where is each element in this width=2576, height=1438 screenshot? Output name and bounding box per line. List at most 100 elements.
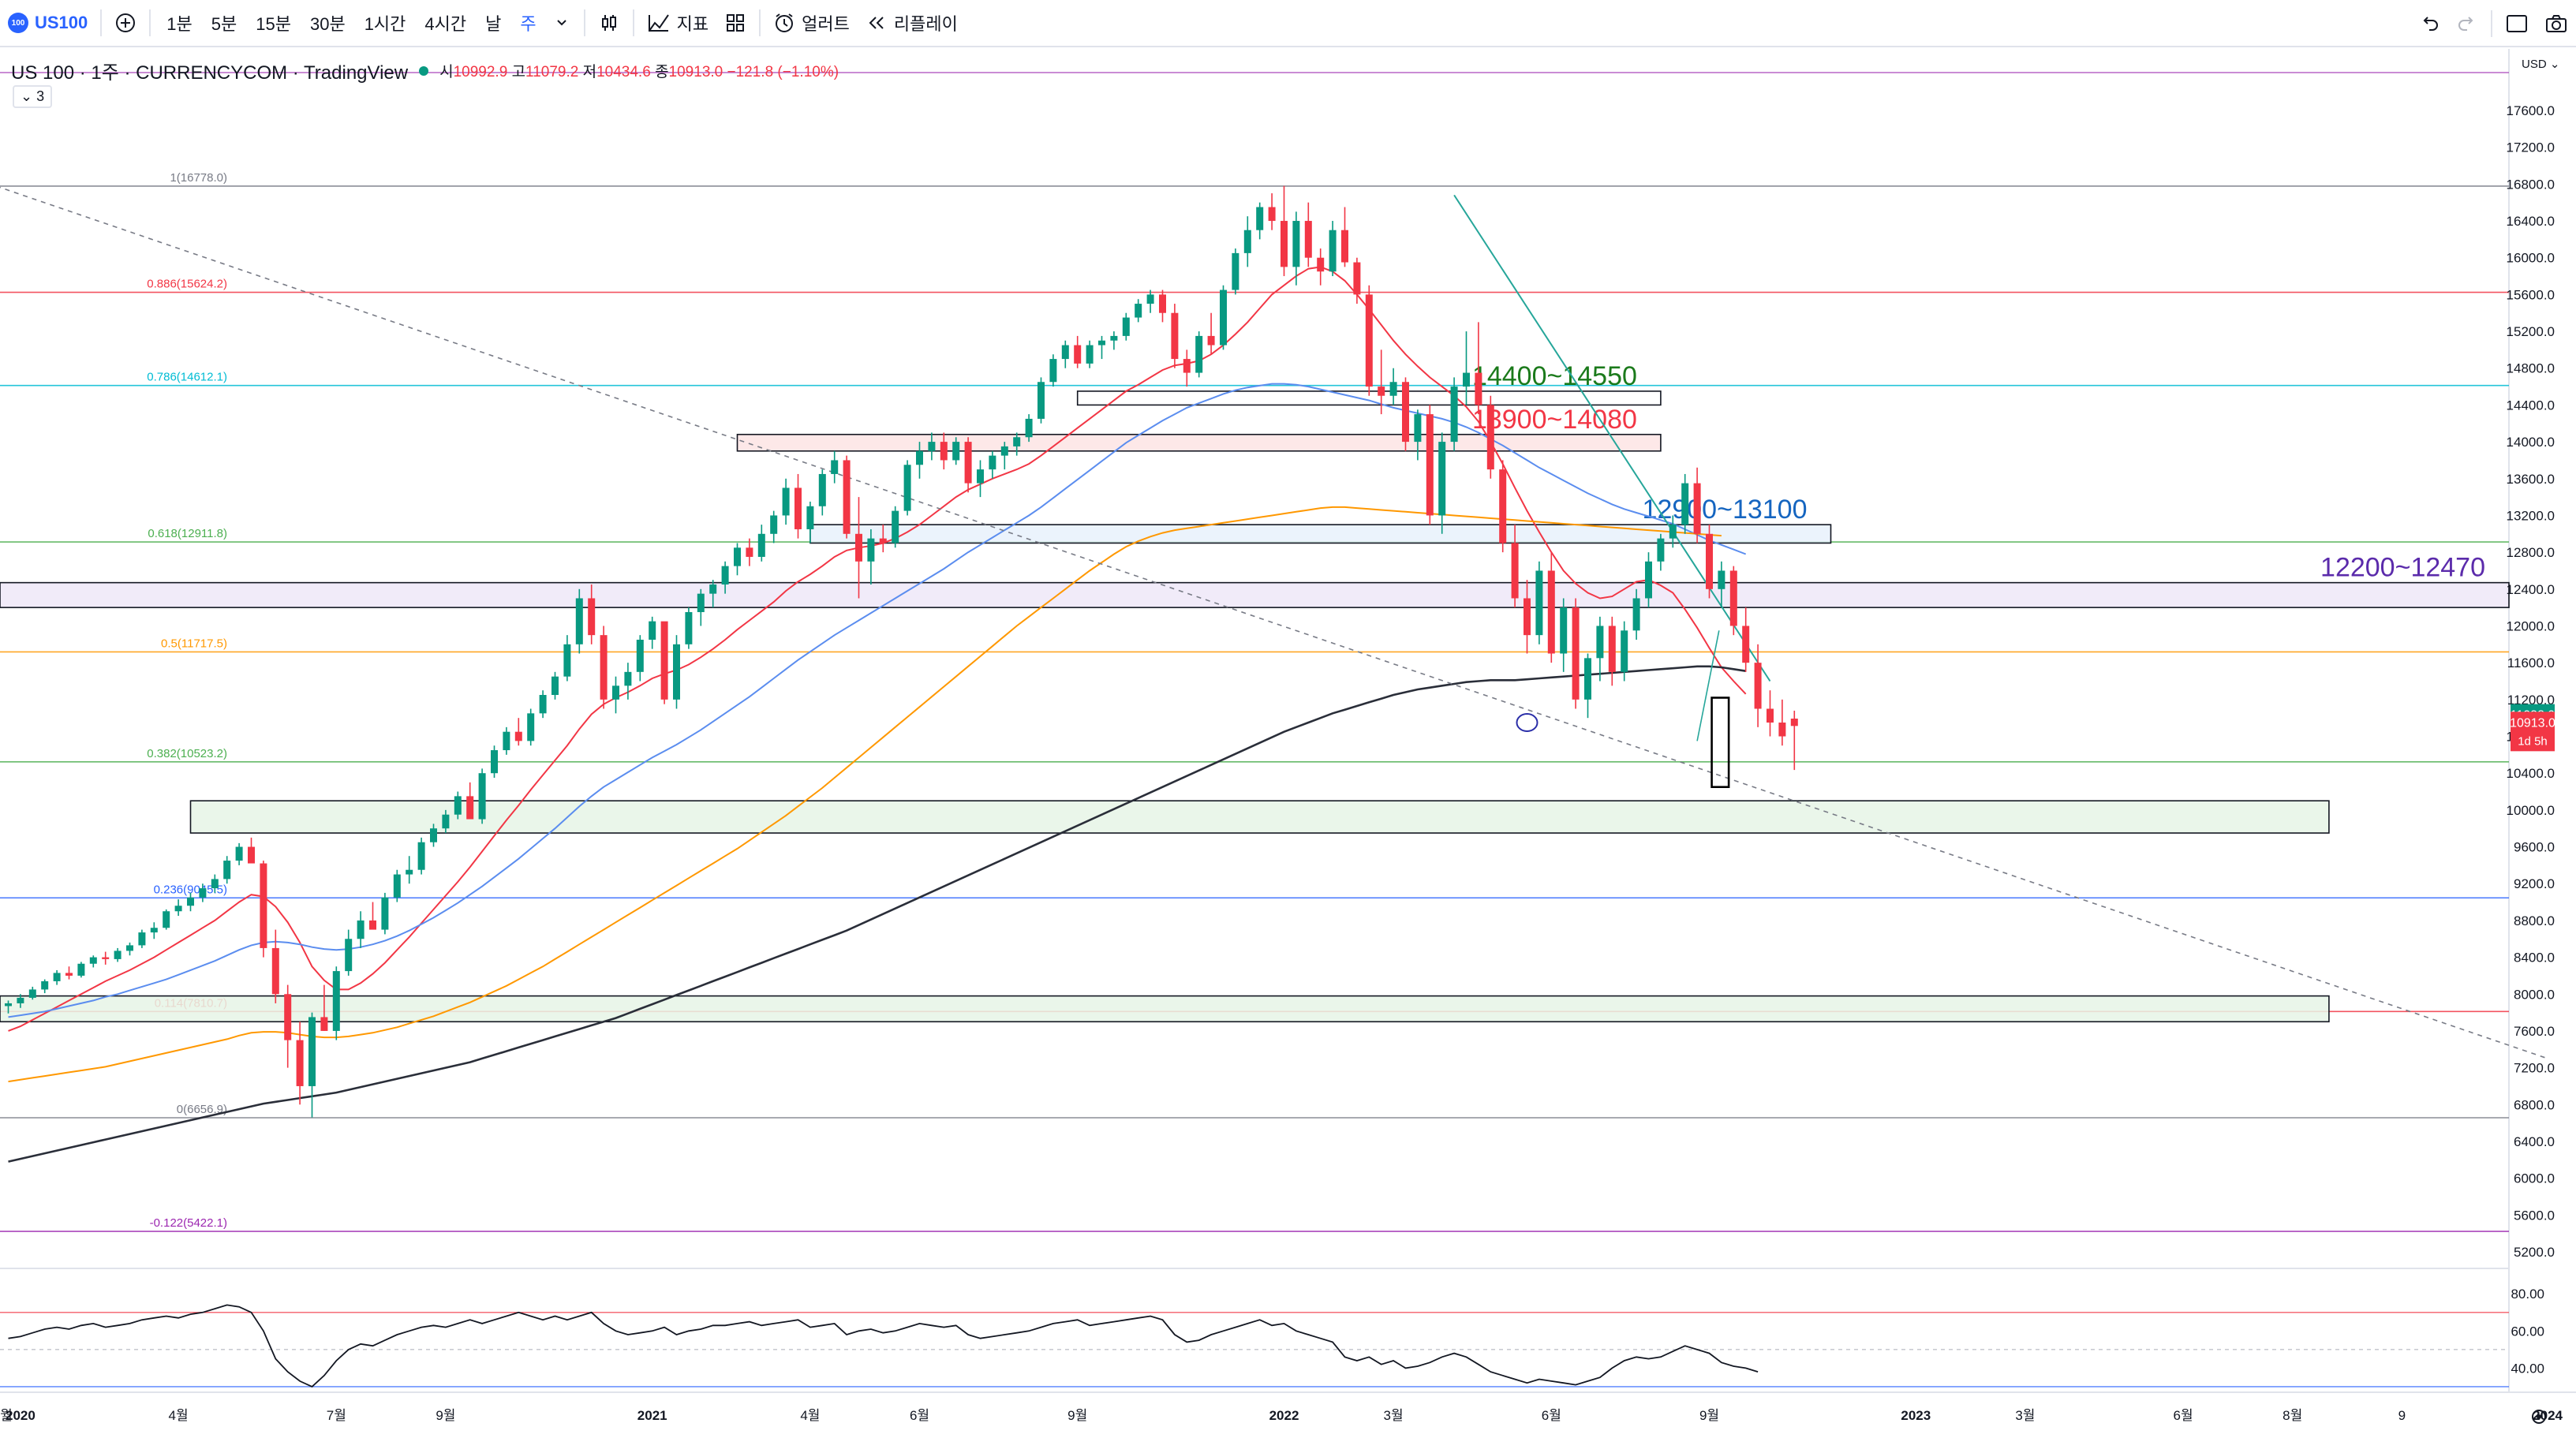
interval-15m[interactable]: 15분: [256, 14, 291, 34]
candle-body[interactable]: [1135, 304, 1142, 318]
candle-body[interactable]: [1754, 663, 1762, 709]
candle-body[interactable]: [5, 1003, 12, 1007]
candle-body[interactable]: [1159, 294, 1166, 313]
candle-body[interactable]: [1341, 230, 1348, 263]
candle-body[interactable]: [928, 442, 936, 451]
candle-body[interactable]: [1669, 525, 1677, 539]
candle-body[interactable]: [1304, 221, 1312, 258]
candle-body[interactable]: [1621, 630, 1628, 672]
candle-body[interactable]: [199, 888, 207, 898]
trend-lines[interactable]: [0, 186, 2548, 1059]
candle-body[interactable]: [1742, 626, 1750, 663]
candle-body[interactable]: [1584, 658, 1591, 700]
indicator-toggle[interactable]: ⌄ 3: [13, 85, 53, 108]
candle-body[interactable]: [1183, 359, 1191, 373]
candle-body[interactable]: [867, 538, 875, 562]
candle-body[interactable]: [1086, 345, 1094, 364]
candle-body[interactable]: [284, 994, 292, 1040]
candle-body[interactable]: [1681, 483, 1689, 525]
candle-body[interactable]: [527, 713, 535, 741]
candle-body[interactable]: [563, 644, 571, 677]
indicators-button[interactable]: 지표: [639, 0, 716, 47]
candle-body[interactable]: [1389, 382, 1397, 396]
candle-body[interactable]: [1353, 262, 1361, 295]
candle-body[interactable]: [1122, 317, 1130, 336]
candle-body[interactable]: [1596, 626, 1604, 659]
candle-body[interactable]: [1729, 570, 1737, 626]
price-marker[interactable]: [2511, 712, 2555, 752]
replay-button[interactable]: 리플레이: [858, 0, 966, 47]
candle-body[interactable]: [77, 963, 85, 976]
candle-body[interactable]: [102, 957, 110, 959]
candle-body[interactable]: [636, 639, 644, 672]
alert-button[interactable]: 얼러트: [765, 0, 858, 47]
interval-week[interactable]: 주: [520, 14, 537, 34]
candle-body[interactable]: [369, 920, 376, 930]
candle-body[interactable]: [53, 973, 61, 981]
candle-body[interactable]: [442, 814, 450, 829]
candle-body[interactable]: [879, 538, 887, 543]
candle-body[interactable]: [843, 460, 851, 534]
candle-body[interactable]: [1524, 598, 1531, 636]
candle-body[interactable]: [1450, 387, 1458, 443]
candle-body[interactable]: [126, 945, 133, 951]
candle-body[interactable]: [794, 487, 802, 529]
candle-body[interactable]: [916, 450, 923, 465]
candle-body[interactable]: [1281, 221, 1288, 267]
candle-body[interactable]: [734, 547, 741, 566]
candle-body[interactable]: [345, 939, 353, 972]
candle-body[interactable]: [1535, 570, 1543, 636]
candle-body[interactable]: [952, 442, 960, 461]
candle-body[interactable]: [697, 593, 705, 612]
candles-icon[interactable]: [590, 0, 628, 47]
candle-body[interactable]: [211, 879, 219, 889]
candle-body[interactable]: [271, 947, 279, 995]
candle-body[interactable]: [503, 731, 510, 751]
candle-body[interactable]: [539, 695, 547, 714]
candle-body[interactable]: [89, 957, 97, 964]
candle-body[interactable]: [491, 750, 498, 774]
short-trend-line[interactable]: [1696, 630, 1720, 741]
candle-body[interactable]: [114, 951, 122, 959]
symbol-search[interactable]: 100 US100: [0, 0, 95, 47]
candle-body[interactable]: [1074, 345, 1082, 364]
candle-body[interactable]: [1061, 345, 1069, 360]
candle-body[interactable]: [551, 676, 559, 696]
candle-body[interactable]: [1767, 708, 1774, 723]
candle-body[interactable]: [1486, 405, 1494, 470]
redo-icon[interactable]: [2448, 0, 2486, 47]
undo-icon[interactable]: [2410, 0, 2448, 47]
interval-4h[interactable]: 4시간: [424, 14, 467, 34]
candle-body[interactable]: [1146, 294, 1154, 304]
candle-body[interactable]: [855, 533, 862, 562]
candle-body[interactable]: [903, 465, 911, 511]
current-candle-box[interactable]: [1710, 697, 1730, 788]
candle-body[interactable]: [1098, 340, 1105, 345]
plus-circle-icon[interactable]: [107, 0, 144, 47]
candle-body[interactable]: [989, 455, 996, 470]
candle-body[interactable]: [721, 566, 729, 585]
fibonacci-retracement[interactable]: 1(16778.0) 0.886(15624.2) 0.786(14612.1) 0.…: [0, 72, 2509, 1232]
candle-body[interactable]: [1560, 607, 1568, 654]
dashed-trend-line[interactable]: [0, 186, 2548, 1059]
candle-body[interactable]: [1438, 442, 1446, 516]
price-axis[interactable]: USD ⌄ 5200.0 5600.0 6000.0 6400.0 6800.0 7200.…: [2507, 58, 2560, 1424]
fullscreen-icon[interactable]: [2497, 0, 2537, 47]
price-zone-box[interactable]: [189, 800, 2330, 834]
candle-body[interactable]: [1232, 252, 1239, 290]
price-zone-box[interactable]: [0, 581, 2510, 608]
candle-body[interactable]: [308, 1017, 316, 1086]
candle-body[interactable]: [660, 621, 668, 700]
candle-body[interactable]: [187, 897, 194, 906]
candle-body[interactable]: [1317, 257, 1325, 272]
candle-body[interactable]: [575, 598, 583, 644]
candle-body[interactable]: [17, 997, 24, 1003]
candle-body[interactable]: [612, 685, 619, 700]
candle-body[interactable]: [892, 510, 899, 543]
candle-body[interactable]: [1657, 538, 1665, 562]
candle-body[interactable]: [1110, 335, 1118, 341]
price-zones[interactable]: 14400~14550 13900~14080 12900~13100 12200~1…: [0, 361, 2510, 1023]
downtrend-line[interactable]: [1453, 194, 1771, 682]
candle-body[interactable]: [1706, 533, 1713, 589]
